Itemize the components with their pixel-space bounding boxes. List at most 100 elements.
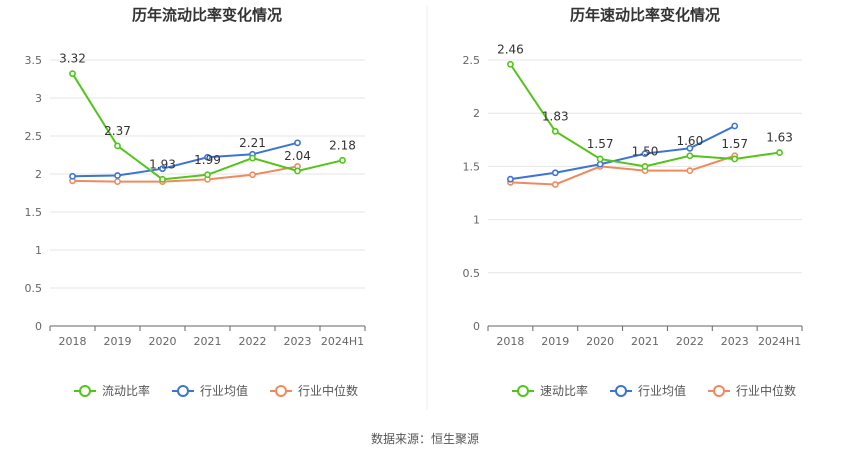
x-tick-label: 2019	[104, 335, 132, 348]
series-line-industry-median	[72, 165, 298, 183]
x-tick-label: 2024H1	[758, 335, 801, 348]
x-tick-label: 2023	[721, 335, 749, 348]
data-point	[641, 162, 649, 170]
data-label: 1.93	[149, 157, 176, 171]
data-label: 2.18	[329, 138, 356, 152]
x-tick-label: 2021	[631, 335, 659, 348]
data-point	[69, 70, 76, 78]
data-label: 2.46	[497, 42, 524, 56]
legend-item: 行业均值	[172, 383, 248, 398]
data-point	[551, 181, 559, 188]
data-label: 2.21	[239, 136, 266, 150]
data-point	[776, 149, 783, 156]
data-label: 2.37	[104, 124, 131, 138]
series-line-industry-avg	[510, 125, 736, 181]
legend-label: 行业中位数	[736, 383, 796, 398]
legend-item: 行业中位数	[708, 383, 796, 398]
legend-item: 流动比率	[74, 383, 150, 398]
x-tick-label: 2022	[676, 335, 704, 348]
legend-label: 速动比率	[540, 383, 588, 398]
data-label: 2.04	[284, 149, 311, 163]
y-tick-label: 2.5	[25, 130, 43, 143]
x-tick-label: 2024H1	[321, 335, 364, 348]
data-point	[507, 60, 514, 68]
data-point	[159, 175, 166, 183]
legend-marker-icon	[79, 385, 91, 397]
series-line-industry-avg	[72, 141, 298, 178]
legend-label: 行业中位数	[298, 383, 358, 398]
data-label: 1.57	[721, 137, 748, 151]
data-point	[686, 167, 694, 175]
data-point	[596, 155, 604, 163]
data-point	[596, 160, 604, 168]
y-tick-label: 2	[35, 168, 42, 181]
legend-label: 行业均值	[638, 383, 686, 398]
y-tick-label: 1.5	[25, 206, 43, 219]
data-point	[551, 127, 559, 135]
x-tick-label: 2020	[149, 335, 177, 348]
legend-marker-icon	[517, 385, 529, 397]
data-label: 1.63	[766, 131, 793, 145]
data-point	[641, 150, 649, 158]
data-point	[204, 171, 211, 179]
y-tick-label: 0	[473, 320, 480, 333]
data-label: 1.57	[587, 137, 614, 151]
data-point	[249, 171, 256, 179]
series-line-industry-median	[510, 154, 736, 186]
legend-marker-icon	[275, 385, 287, 397]
legend-label: 行业均值	[200, 383, 248, 398]
data-label: 1.60	[676, 134, 703, 148]
data-point	[507, 175, 514, 183]
y-tick-label: 3.5	[25, 54, 43, 67]
y-tick-label: 0.5	[463, 267, 481, 280]
y-tick-label: 1	[473, 214, 480, 227]
x-tick-label: 2018	[59, 335, 87, 348]
y-tick-label: 1	[35, 244, 42, 257]
y-tick-label: 3	[35, 92, 42, 105]
data-point	[686, 144, 694, 152]
data-point	[686, 152, 694, 160]
chart-1: 历年流动比率变化情况 0 0.5 1 1.5 2 2.5 3 3.5 2018 2019 2020 20…	[25, 6, 366, 398]
data-point	[114, 172, 121, 179]
x-tick-label: 2021	[194, 335, 222, 348]
data-point	[114, 178, 121, 185]
data-point	[551, 169, 559, 177]
x-tick-label: 2019	[541, 335, 569, 348]
data-label: 1.99	[194, 153, 221, 167]
y-tick-label: 2	[473, 107, 480, 120]
data-point	[339, 156, 346, 164]
y-tick-label: 1.5	[463, 160, 481, 173]
data-point	[249, 154, 256, 162]
y-tick-label: 2.5	[463, 54, 481, 67]
data-point	[204, 153, 211, 161]
data-point	[294, 167, 301, 175]
data-point	[69, 172, 76, 180]
chart-title: 历年速动比率变化情况	[570, 6, 720, 24]
data-label: 1.50	[632, 144, 659, 158]
x-tick-label: 2020	[586, 335, 614, 348]
legend-marker-icon	[177, 385, 189, 397]
source-note: 数据来源：恒生聚源	[371, 431, 479, 446]
x-tick-label: 2022	[239, 335, 267, 348]
data-point	[731, 122, 739, 130]
chart-title: 历年流动比率变化情况	[132, 6, 282, 24]
x-tick-label: 2023	[284, 335, 312, 348]
data-label: 1.83	[542, 109, 569, 123]
y-tick-label: 0.5	[25, 282, 43, 295]
legend-label: 流动比率	[102, 383, 150, 398]
data-point	[159, 165, 166, 173]
legend-item: 行业中位数	[270, 383, 358, 398]
data-point	[294, 139, 301, 147]
legend-marker-icon	[713, 385, 725, 397]
y-tick-label: 0	[35, 320, 42, 333]
chart-2: 历年速动比率变化情况 0 0.5 1 1.5 2 2.5 2018 2019 2020 2021 20…	[463, 6, 803, 398]
legend-marker-icon	[615, 385, 627, 397]
legend-item: 行业均值	[610, 383, 686, 398]
x-tick-label: 2018	[496, 335, 524, 348]
data-point	[114, 142, 121, 150]
legend-item: 速动比率	[512, 383, 588, 398]
data-label: 3.32	[59, 52, 86, 66]
data-point	[731, 155, 739, 163]
